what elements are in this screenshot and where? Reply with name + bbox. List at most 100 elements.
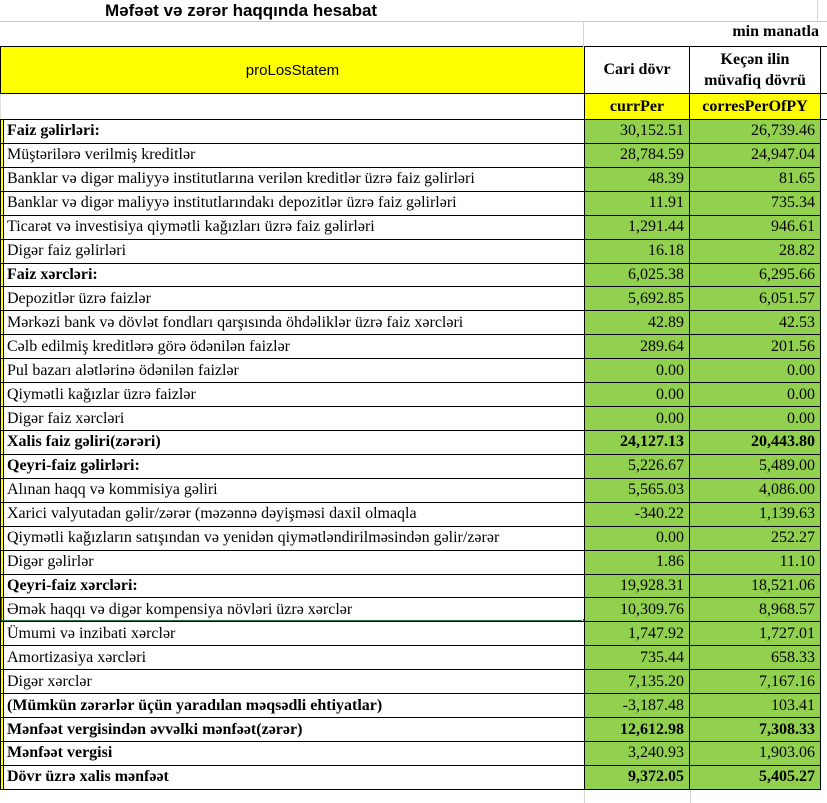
table-row: Ticarət və investisiya qiymətli kağızlar… [0,215,827,240]
prior-period-value-cell[interactable]: 42.53 [690,311,821,336]
unit-note-row[interactable]: min manatla [0,21,827,47]
prior-period-value-cell[interactable]: 5,489.00 [690,454,821,479]
row-label-cell[interactable]: (Mümkün zərərlər üçün yaradılan məqsədli… [0,694,585,719]
current-period-value-cell[interactable]: 12,612.98 [585,718,690,742]
prior-period-value-cell[interactable]: 0.00 [690,383,821,408]
prior-period-value-cell[interactable]: 20,443.80 [690,430,821,455]
row-label-cell[interactable]: Müştərilərə verilmiş kreditlər [0,143,585,168]
row-label-cell[interactable]: Qeyri-faiz xərcləri: [0,574,585,599]
row-label-cell[interactable]: Banklar və digər maliyyə institutlarında… [0,191,585,216]
title-row: Məfəət və zərər haqqında hesabat [0,0,827,21]
header-cell-prior-period[interactable]: Keçən ilin müvafiq dövrü [690,47,821,93]
row-label-cell[interactable]: Depozitlər üzrə faizlər [0,287,585,312]
row-label-cell[interactable]: Faiz xərcləri: [0,263,585,288]
row-label-cell[interactable]: Ticarət və investisiya qiymətli kağızlar… [0,215,585,240]
code-cell-empty[interactable] [0,94,585,119]
current-period-value-cell[interactable]: 19,928.31 [585,574,690,599]
prior-period-value-cell[interactable]: 1,727.01 [690,622,821,647]
prior-period-value-cell[interactable]: 28.82 [690,239,821,264]
prior-period-value-cell[interactable]: 8,968.57 [690,598,821,623]
row-label-cell[interactable]: Cəlb edilmiş kreditlərə görə ödənilən fa… [0,335,585,360]
current-period-value-cell[interactable]: 28,784.59 [585,143,690,168]
row-label-cell[interactable]: Mərkəzi bank və dövlət fondları qarşısın… [0,311,585,336]
prior-period-value-cell[interactable]: 6,051.57 [690,287,821,312]
current-period-value-cell[interactable]: 11.91 [585,191,690,216]
header-cell-prolosstatem[interactable]: proLosStatem [0,47,585,93]
current-period-value-cell[interactable]: 735.44 [585,646,690,671]
prior-period-value-cell[interactable]: 24,947.04 [690,143,821,168]
prior-period-value-cell[interactable]: 1,903.06 [690,741,821,766]
current-period-value-cell[interactable]: 24,127.13 [585,430,690,455]
prior-period-value-cell[interactable]: 735.34 [690,191,821,216]
prior-period-value-cell[interactable]: 4,086.00 [690,478,821,503]
row-label-cell[interactable]: Dövr üzrə xalis mənfəət [0,765,585,790]
current-period-value-cell[interactable]: 9,372.05 [585,765,690,790]
prior-period-value-cell[interactable]: 7,308.33 [690,718,821,742]
prior-period-value-cell[interactable]: 7,167.16 [690,670,821,695]
current-period-value-cell[interactable]: 30,152.51 [585,120,690,144]
current-period-value-cell[interactable]: -3,187.48 [585,694,690,719]
current-period-value-cell[interactable]: 0.00 [585,526,690,551]
table-row: Faiz xərcləri: 6,025.38 6,295.66 [0,263,827,288]
prior-period-value-cell[interactable]: 946.61 [690,215,821,240]
row-label-cell[interactable]: Alınan haqq və kommisiya gəliri [0,478,585,503]
row-label-cell[interactable]: Qeyri-faiz gəlirləri: [0,454,585,479]
prior-period-value-cell[interactable]: 201.56 [690,335,821,360]
row-label-cell[interactable]: Banklar və digər maliyyə institutlarına … [0,167,585,192]
current-period-value-cell[interactable]: 16.18 [585,239,690,264]
prior-period-value-cell[interactable]: 81.65 [690,167,821,192]
row-label-cell[interactable]: Qiymətli kağızlar üzrə faizlər [0,383,585,408]
current-period-value-cell[interactable]: -340.22 [585,502,690,527]
prior-period-value-cell[interactable]: 0.00 [690,359,821,384]
current-period-value-cell[interactable]: 10,309.76 [585,598,690,623]
prior-period-value-cell[interactable]: 6,295.66 [690,263,821,288]
current-period-value-cell[interactable]: 6,025.38 [585,263,690,288]
prior-period-value-cell[interactable]: 11.10 [690,550,821,575]
prior-period-value-cell[interactable]: 0.00 [690,407,821,431]
row-label-cell[interactable]: Əmək haqqı və digər kompensiya növləri ü… [0,598,585,623]
row-label: Banklar və digər maliyyə institutlarında… [7,194,457,212]
prior-period-value-cell[interactable]: 658.33 [690,646,821,671]
prior-period-value-cell[interactable]: 252.27 [690,526,821,551]
current-period-value-cell[interactable]: 5,565.03 [585,478,690,503]
prior-period-value-cell[interactable]: 26,739.46 [690,120,821,144]
current-period-value-cell[interactable]: 0.00 [585,407,690,431]
row-label-cell[interactable]: Digər gəlirlər [0,550,585,575]
current-period-value-cell[interactable]: 0.00 [585,359,690,384]
current-period-value-cell[interactable]: 7,135.20 [585,670,690,695]
row-label-cell[interactable]: Digər faiz gəlirləri [0,239,585,264]
row-label: Faiz gəlirləri: [7,122,100,140]
row-label-cell[interactable]: Qiymətli kağızların satışından və yenidə… [0,526,585,551]
row-label-cell[interactable]: Mənfəət vergisi [0,741,585,766]
row-label-cell[interactable]: Xarici valyutadan gəlir/zərər (məzənnə d… [0,502,585,527]
row-label: Pul bazarı alətlərinə ödənilən faizlər [7,361,239,379]
row-label: Xarici valyutadan gəlir/zərər (məzənnə d… [7,505,417,523]
row-label-cell[interactable]: Xalis faiz gəliri(zərəri) [0,430,585,455]
row-label-cell[interactable]: Amortizasiya xərcləri [0,646,585,671]
code-cell-corresperofpy[interactable]: corresPerOfPY [690,94,821,119]
current-period-value-cell[interactable]: 0.00 [585,383,690,408]
selection-fill-handle[interactable] [582,618,584,622]
row-label-cell[interactable]: Faiz gəlirləri: [0,120,585,144]
prior-period-value-cell[interactable]: 1,139.63 [690,502,821,527]
row-label-cell[interactable]: Digər faiz xərcləri [0,407,585,431]
prior-period-value-cell[interactable]: 18,521.06 [690,574,821,599]
row-label-cell[interactable]: Digər xərclər [0,670,585,695]
current-period-value-cell[interactable]: 5,692.85 [585,287,690,312]
prior-period-value-cell[interactable]: 103.41 [690,694,821,719]
row-label-cell[interactable]: Pul bazarı alətlərinə ödənilən faizlər [0,359,585,384]
current-period-value-cell[interactable]: 42.89 [585,311,690,336]
prior-period-value-cell[interactable]: 5,405.27 [690,765,821,790]
code-cell-currper[interactable]: currPer [585,94,690,119]
current-period-value-cell[interactable]: 48.39 [585,167,690,192]
current-period-value-cell[interactable]: 1,747.92 [585,622,690,647]
current-period-value-cell[interactable]: 5,226.67 [585,454,690,479]
row-label-cell[interactable]: Mənfəət vergisindən əvvəlki mənfəət(zərə… [0,718,585,742]
left-yellow-strip [1,430,4,454]
header-cell-current-period[interactable]: Cari dövr [585,47,690,93]
row-label-cell[interactable]: Ümumi və inzibati xərclər [0,622,585,647]
current-period-value-cell[interactable]: 3,240.93 [585,741,690,766]
current-period-value-cell[interactable]: 1.86 [585,550,690,575]
current-period-value-cell[interactable]: 1,291.44 [585,215,690,240]
current-period-value-cell[interactable]: 289.64 [585,335,690,360]
